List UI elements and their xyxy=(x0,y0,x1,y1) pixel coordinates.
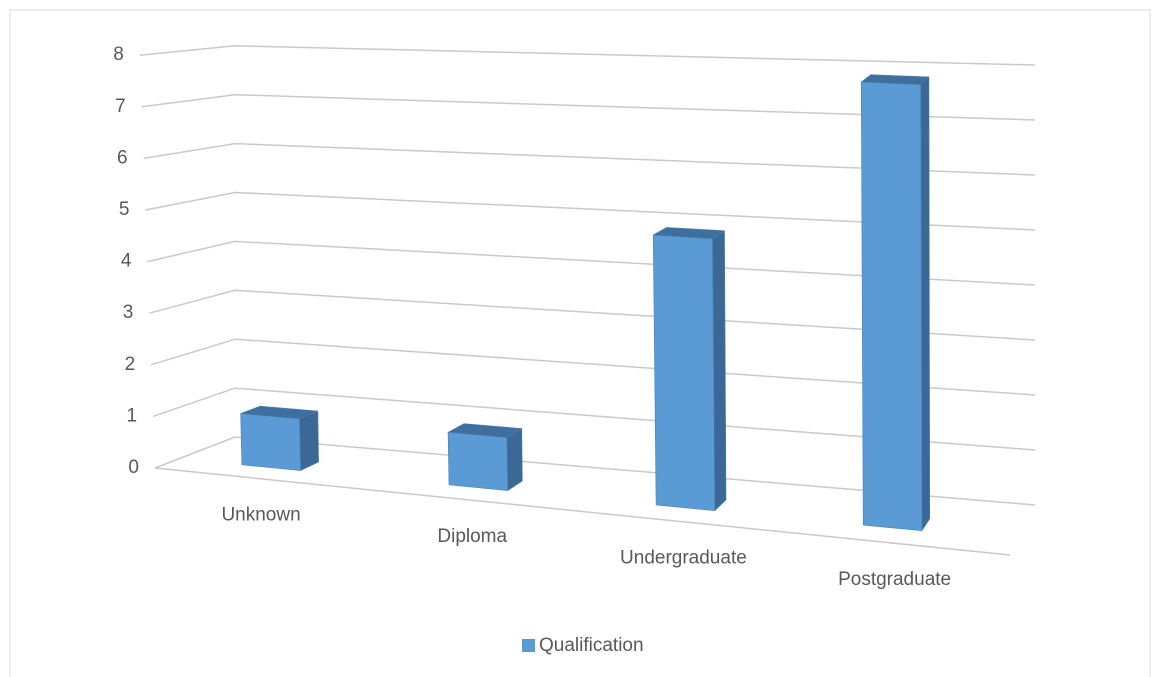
chart-border xyxy=(9,9,1151,677)
x-tick-label: Diploma xyxy=(437,526,507,547)
bar-front xyxy=(652,234,716,511)
grid-line xyxy=(150,338,1036,396)
y-tick-label: 4 xyxy=(121,251,132,272)
y-tick-label: 0 xyxy=(128,457,139,478)
y-tick-label: 6 xyxy=(117,147,128,168)
bar xyxy=(240,405,319,471)
x-tick-label: Postgraduate xyxy=(838,569,951,590)
bar-side xyxy=(506,428,523,492)
grid-line xyxy=(145,191,1036,231)
grid-line xyxy=(141,93,1036,121)
y-tick-label: 3 xyxy=(123,302,134,323)
grid-line xyxy=(154,436,1036,506)
legend-label: Qualification xyxy=(539,635,644,656)
grid-line xyxy=(143,142,1036,176)
bar-front xyxy=(860,81,923,532)
y-tick-label: 1 xyxy=(127,405,138,426)
y-tick-label: 2 xyxy=(125,354,136,375)
y-tick-label: 8 xyxy=(113,44,124,65)
bar-front xyxy=(240,413,301,471)
bar xyxy=(447,423,523,492)
grid-line xyxy=(152,387,1036,451)
bar-side xyxy=(299,410,319,471)
grid-line xyxy=(149,289,1036,341)
y-tick-label: 5 xyxy=(119,199,130,220)
y-tick-label: 7 xyxy=(115,96,126,117)
x-tick-label: Undergraduate xyxy=(620,548,747,569)
bar xyxy=(860,74,931,532)
floor-edge xyxy=(154,467,1011,556)
bar-side xyxy=(920,76,931,532)
legend-swatch xyxy=(522,639,535,652)
grid-line xyxy=(139,45,1036,66)
bar-front xyxy=(447,431,508,491)
grid-line xyxy=(147,240,1036,286)
x-tick-label: Unknown xyxy=(221,505,300,526)
bar xyxy=(652,227,727,512)
